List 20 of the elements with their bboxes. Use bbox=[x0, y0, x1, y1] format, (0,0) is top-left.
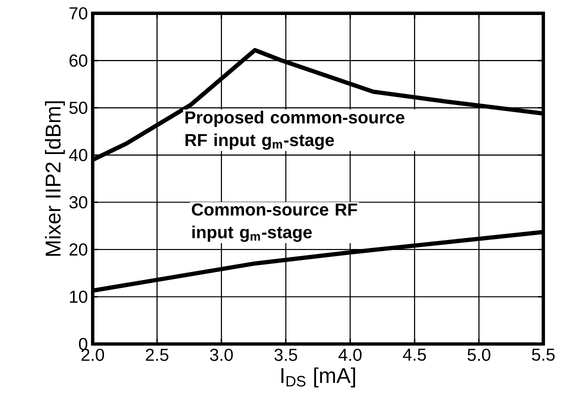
y-tick-label: 0 bbox=[78, 338, 88, 350]
x-tick-label: 4.5 bbox=[402, 348, 426, 361]
x-tick-label: 5.5 bbox=[532, 348, 555, 361]
x-tick-label: 2.0 bbox=[82, 348, 104, 361]
x-tick-label: 3.0 bbox=[210, 348, 233, 361]
y-tick-label: 30 bbox=[69, 196, 88, 208]
x-tick-label: 2.5 bbox=[146, 348, 168, 361]
y-axis-title: Mixer IIP2 [dBm] bbox=[44, 101, 65, 256]
x-axis-title: I$_{DS}$ [mA] bbox=[281, 367, 356, 388]
y-tick-label: 60 bbox=[70, 54, 88, 67]
y-tick-label: 70 bbox=[70, 7, 88, 20]
y-tick-label: 40 bbox=[69, 148, 88, 162]
x-tick-label: 3.5 bbox=[274, 348, 298, 361]
x-tick-label: 5.0 bbox=[468, 348, 490, 361]
y-tick-label: 50 bbox=[69, 102, 88, 114]
x-tick-label: 4.0 bbox=[338, 348, 362, 361]
series-label: Common-source RF input g$_{m}$-stage bbox=[192, 203, 358, 242]
y-tick-label: 20 bbox=[70, 243, 88, 256]
series-label: Proposed common-source RF input g$_{m}$-stage bbox=[186, 110, 404, 150]
y-tick-label: 10 bbox=[70, 290, 88, 303]
